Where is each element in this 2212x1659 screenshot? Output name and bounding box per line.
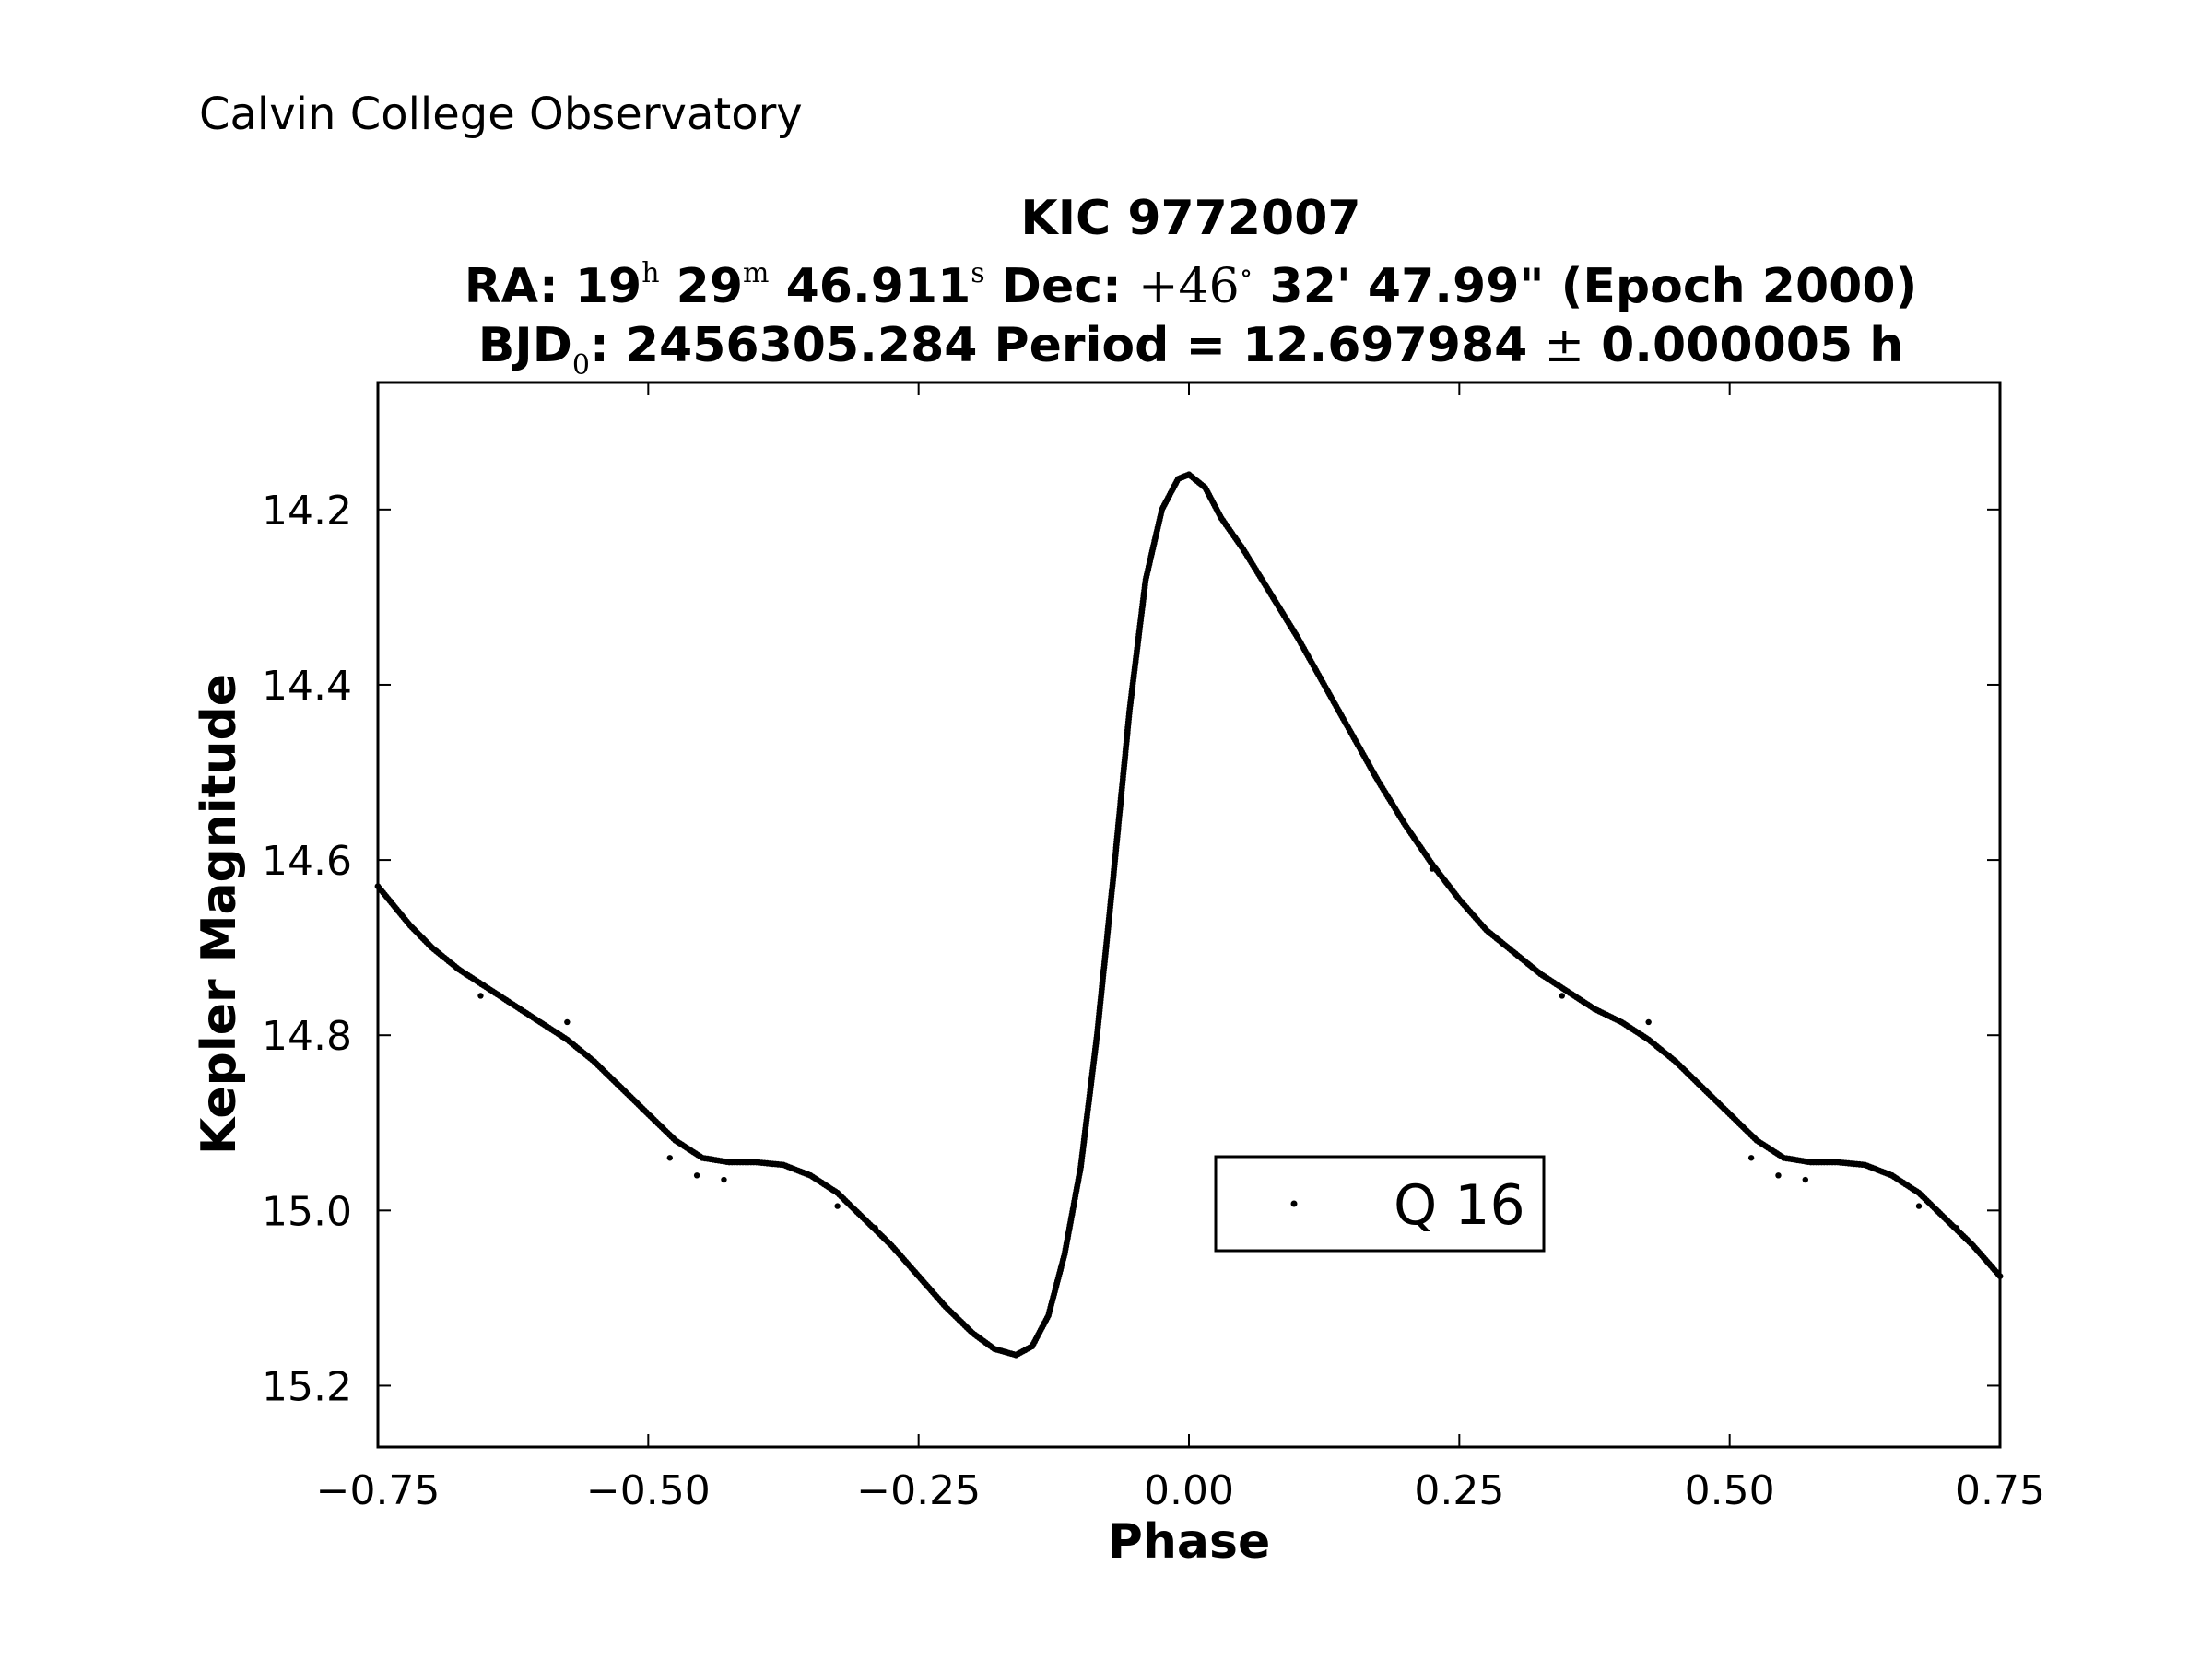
outlier-point <box>834 1203 841 1209</box>
outlier-point <box>693 1172 700 1179</box>
x-tick-label: 0.25 <box>1414 1467 1504 1514</box>
legend: Q 16 <box>1214 1155 1546 1253</box>
x-tick-label: −0.75 <box>316 1467 441 1514</box>
y-tick-label: 14.2 <box>262 488 352 535</box>
y-axis-title: Kepler Magnitude <box>192 674 247 1155</box>
outlier-point <box>666 1155 673 1161</box>
header-observatory: Calvin College Observatory <box>199 88 803 140</box>
ra-minutes: 29 <box>677 259 743 314</box>
bjd-value: : 2456305.284 <box>590 318 977 373</box>
dec-rest: 32' 47.99" (Epoch 2000) <box>1270 259 1918 314</box>
x-tick-label: 0.00 <box>1144 1467 1234 1514</box>
period-label: Period = 12.697984 <box>994 318 1528 373</box>
outlier-point <box>872 1225 878 1231</box>
ra-hour-unit: h <box>641 257 659 289</box>
x-axis-title: Phase <box>1108 1514 1270 1570</box>
chart-title-line3: BJD0: 2456305.284 Period = 12.697984 ± 0… <box>478 318 1904 382</box>
ra-seconds: 46.911 <box>786 259 971 314</box>
data-points <box>374 471 2004 1359</box>
outlier-point <box>1802 1176 1809 1183</box>
outlier-point <box>1429 865 1436 872</box>
outlier-point <box>1915 1203 1923 1209</box>
chart-title-line1: KIC 9772007 <box>1020 191 1360 246</box>
y-tick-label: 14.6 <box>262 838 352 885</box>
legend-label: Q 16 <box>1394 1173 1525 1238</box>
outlier-point <box>1775 1172 1782 1179</box>
outlier-point <box>564 1018 571 1026</box>
dec-label: Dec: <box>1002 259 1122 314</box>
y-tick-label: 14.8 <box>262 1013 352 1060</box>
outlier-point <box>1747 1155 1755 1161</box>
ra-label: RA: 19 <box>465 259 642 314</box>
degree-symbol: ∘ <box>1240 257 1253 289</box>
plus-minus-symbol: ± <box>1544 318 1584 373</box>
legend-box <box>1214 1155 1546 1253</box>
chart-title-line2: RA: 19h 29m 46.911s Dec: +46∘ 32' 47.99"… <box>465 257 1918 314</box>
y-tick-label: 15.0 <box>262 1188 352 1235</box>
x-tick-label: −0.50 <box>586 1467 711 1514</box>
period-error: 0.000005 h <box>1601 318 1903 373</box>
y-tick-label: 15.2 <box>262 1363 352 1410</box>
x-tick-label: 0.50 <box>1685 1467 1775 1514</box>
outlier-point <box>753 1159 759 1166</box>
x-axis-ticks: −0.75 −0.50 −0.25 0.00 0.25 0.50 0.75 <box>316 382 2045 1514</box>
outlier-point <box>477 993 484 999</box>
data-point <box>1996 1273 2004 1280</box>
plot-frame <box>376 381 2002 1449</box>
y-axis-ticks: 14.2 14.4 14.6 14.8 15.0 15.2 <box>262 488 2000 1410</box>
dec-degrees: +46 <box>1138 259 1240 314</box>
bjd-label: BJD <box>478 318 572 373</box>
x-tick-label: −0.25 <box>856 1467 981 1514</box>
outlier-point <box>1645 1018 1652 1026</box>
ra-minute-unit: m <box>743 257 769 289</box>
bjd-subscript: 0 <box>572 349 590 382</box>
outlier-point <box>721 1176 727 1183</box>
outlier-point <box>1953 1225 1960 1231</box>
ra-second-unit: s <box>971 257 984 289</box>
x-tick-label: 0.75 <box>1955 1467 2045 1514</box>
y-tick-label: 14.4 <box>262 663 352 710</box>
legend-marker <box>1290 1200 1298 1207</box>
outlier-point <box>1559 993 1566 999</box>
